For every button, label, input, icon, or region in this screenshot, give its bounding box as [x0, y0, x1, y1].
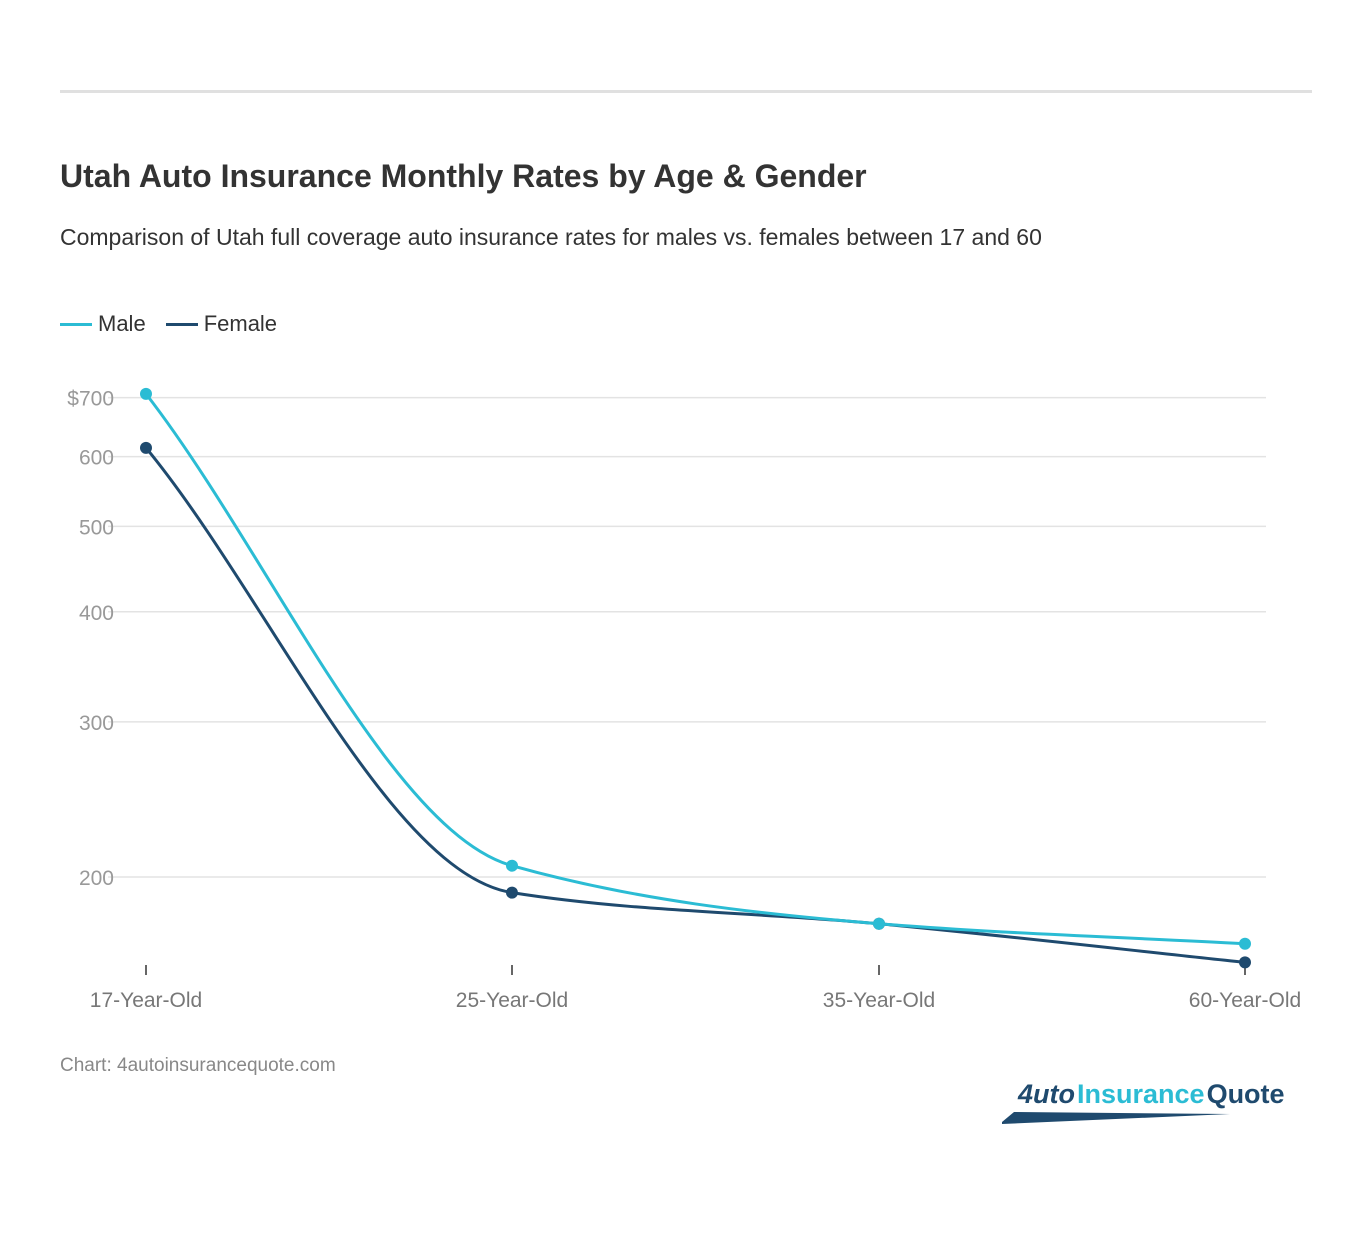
x-tick-label: 60-Year-Old [1189, 989, 1301, 1012]
data-point-male [873, 917, 885, 930]
legend-item-male[interactable]: Male [60, 311, 146, 337]
data-point-male [1239, 937, 1251, 950]
x-tick-label: 17-Year-Old [90, 989, 202, 1012]
logo-text-prefix: 4uto [1018, 1079, 1075, 1109]
logo-text-mid: Insurance [1077, 1079, 1205, 1109]
data-point-female [506, 886, 518, 899]
legend-item-female[interactable]: Female [165, 311, 278, 337]
logo-text-suffix: Quote [1206, 1079, 1285, 1109]
legend-swatch-male [60, 322, 92, 326]
chart-source: Chart: 4autoinsurancequote.com [60, 1055, 336, 1076]
data-point-female [140, 441, 152, 454]
data-point-male [506, 859, 518, 872]
legend-swatch-female [165, 322, 198, 326]
series-line-male [144, 392, 1246, 946]
top-divider [60, 90, 1312, 93]
legend-label-male: Male [98, 311, 146, 336]
x-tick-label: 35-Year-Old [823, 989, 935, 1012]
y-tick-label: 500 [79, 516, 114, 539]
legend: Male Female [60, 311, 277, 337]
data-point-male [140, 387, 152, 400]
series-line-female [144, 446, 1246, 964]
y-tick-label: 200 [79, 867, 114, 890]
y-tick-label: $700 [67, 388, 114, 411]
chart-subtitle: Comparison of Utah full coverage auto in… [60, 224, 1042, 250]
line-chart: 200 300 400 500 600 $700 17-Year-Old 25-Year-Ol… [67, 387, 1301, 1012]
y-tick-label: 400 [79, 602, 114, 625]
legend-label-female: Female [203, 311, 278, 336]
data-point-female [1239, 956, 1251, 969]
logo-swoosh-icon [1002, 1112, 1230, 1124]
y-tick-label: 600 [79, 447, 114, 470]
logo-text: 4uto Insurance Quote [1018, 1078, 1285, 1110]
y-tick-label: 300 [79, 712, 114, 735]
autoinsurancequote-logo: 4uto Insurance Quote [1000, 1062, 1310, 1126]
chart-title: Utah Auto Insurance Monthly Rates by Age… [60, 158, 867, 194]
x-tick-label: 25-Year-Old [456, 989, 568, 1012]
